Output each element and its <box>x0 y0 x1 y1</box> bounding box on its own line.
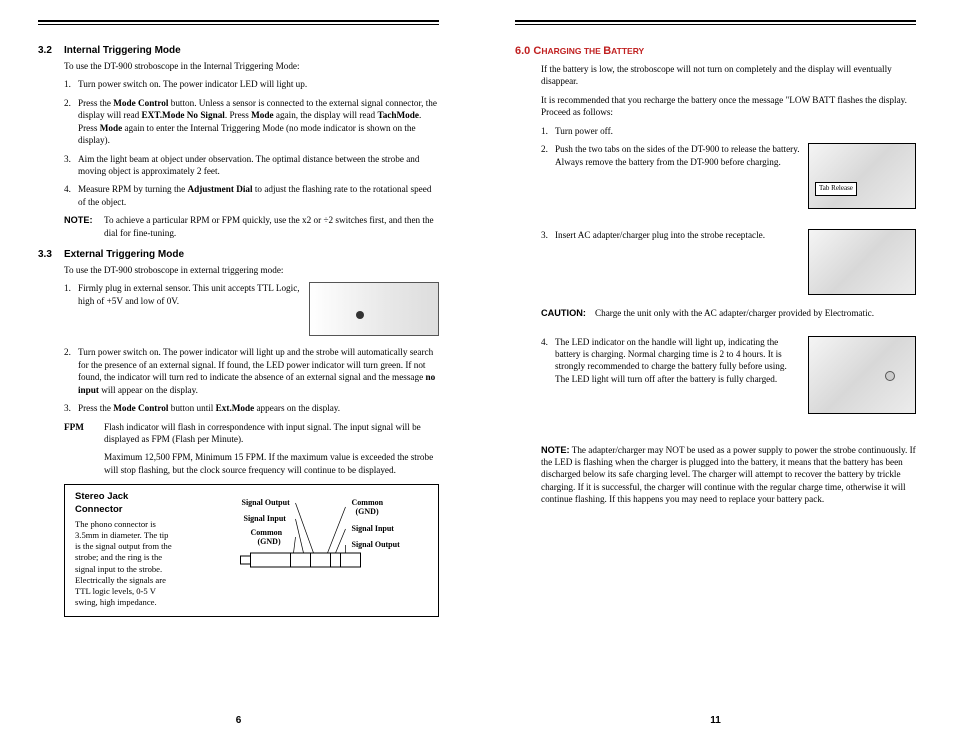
section-3-3-heading: 3.3 External Triggering Mode <box>38 249 439 260</box>
label-signal-output-r: Signal Output <box>352 540 401 549</box>
rule-top <box>515 20 916 22</box>
label-signal-input-r: Signal Input <box>352 524 395 533</box>
fpm-label: FPM <box>64 421 104 446</box>
rule-top <box>38 20 439 22</box>
steps-list: 1. Firmly plug in external sensor. This … <box>64 282 439 414</box>
caution-text: Charge the unit only with the AC adapter… <box>595 307 874 319</box>
list-item: 2.Press the Mode Control button. Unless … <box>64 97 439 147</box>
section-3-2-heading: 3.2 Internal Triggering Mode <box>38 45 439 56</box>
intro-text: To use the DT-900 stroboscope in externa… <box>64 264 439 276</box>
bottom-note: NOTE: The adapter/charger may NOT be use… <box>515 444 916 506</box>
fpm-text: Flash indicator will flash in correspond… <box>104 421 439 446</box>
page-number: 11 <box>515 707 916 738</box>
steps-list-3: 4. The LED indicator on the handle will … <box>541 336 916 420</box>
list-item: 3.Press the Mode Control button until Ex… <box>64 402 439 414</box>
list-item: 4. The LED indicator on the handle will … <box>541 336 916 420</box>
stereo-jack-box: Stereo Jack Connector The phono connecto… <box>64 484 439 617</box>
label-common-r: Common <box>352 498 384 507</box>
section-title: Internal Triggering Mode <box>64 45 181 56</box>
jack-text: The phono connector is 3.5mm in diameter… <box>75 519 175 608</box>
jack-title: Stereo Jack Connector <box>75 491 175 516</box>
steps-list-2: 3. Insert AC adapter/charger plug into t… <box>541 229 916 301</box>
label-gnd-r: (GND) <box>356 507 379 516</box>
jack-text-column: Stereo Jack Connector The phono connecto… <box>75 491 175 608</box>
jack-diagram: Signal Output Signal Input Common (GND) … <box>183 491 428 608</box>
section-3-2-body: To use the DT-900 stroboscope in the Int… <box>38 60 439 249</box>
label-signal-output: Signal Output <box>242 498 291 507</box>
note-text: The adapter/charger may NOT be used as a… <box>541 445 916 505</box>
list-item: 3. Insert AC adapter/charger plug into t… <box>541 229 916 301</box>
fpm-text-2: Maximum 12,500 FPM, Minimum 15 FPM. If t… <box>104 451 439 476</box>
steps-list: 1.Turn power switch on. The power indica… <box>64 78 439 208</box>
section-6-heading: 6.0 CHARGING THE BATTERY <box>515 45 916 57</box>
page-right: 6.0 CHARGING THE BATTERY If the battery … <box>477 20 954 738</box>
led-indicator-figure <box>808 336 916 414</box>
caution-label: CAUTION: <box>541 307 595 319</box>
caution: CAUTION: Charge the unit only with the A… <box>541 307 916 319</box>
jack-svg: Signal Output Signal Input Common (GND) … <box>183 491 428 591</box>
list-item: 1. Firmly plug in external sensor. This … <box>64 282 439 340</box>
rule-thin <box>38 24 439 25</box>
fpm-row-2: Maximum 12,500 FPM, Minimum 15 FPM. If t… <box>64 451 439 476</box>
page-number: 6 <box>38 707 439 738</box>
list-item: 2.Turn power switch on. The power indica… <box>64 346 439 396</box>
label-common: Common <box>251 528 283 537</box>
para-1: If the battery is low, the stroboscope w… <box>541 63 916 88</box>
para-2: It is recommended that you recharge the … <box>541 94 916 119</box>
section-3-3-body: To use the DT-900 stroboscope in externa… <box>38 264 439 617</box>
note-label: NOTE: <box>541 445 570 455</box>
section-number: 3.3 <box>38 249 64 260</box>
section-6-body: If the battery is low, the stroboscope w… <box>515 63 916 426</box>
section-title: External Triggering Mode <box>64 249 184 260</box>
note-label: NOTE: <box>64 214 104 239</box>
tab-release-label: Tab Release <box>815 182 857 195</box>
list-item: 3.Aim the light beam at object under obs… <box>64 153 439 178</box>
list-item: 1.Turn power switch on. The power indica… <box>64 78 439 90</box>
list-item: 1.Turn power off. <box>541 125 916 137</box>
intro-text: To use the DT-900 stroboscope in the Int… <box>64 60 439 72</box>
section-number: 3.2 <box>38 45 64 56</box>
rule-thin <box>515 24 916 25</box>
sensor-figure <box>309 282 439 336</box>
label-signal-input: Signal Input <box>244 514 287 523</box>
label-gnd: (GND) <box>258 537 281 546</box>
page-left: 3.2 Internal Triggering Mode To use the … <box>0 20 477 738</box>
list-item: 4.Measure RPM by turning the Adjustment … <box>64 183 439 208</box>
steps-list: 1.Turn power off. 2. Tab Release Push th… <box>541 125 916 215</box>
list-item: 2. Tab Release Push the two tabs on the … <box>541 143 916 215</box>
charger-plug-figure <box>808 229 916 295</box>
note: NOTE: To achieve a particular RPM or FPM… <box>64 214 439 239</box>
fpm-row: FPM Flash indicator will flash in corres… <box>64 421 439 446</box>
battery-release-figure: Tab Release <box>808 143 916 209</box>
note-text: To achieve a particular RPM or FPM quick… <box>104 214 439 239</box>
